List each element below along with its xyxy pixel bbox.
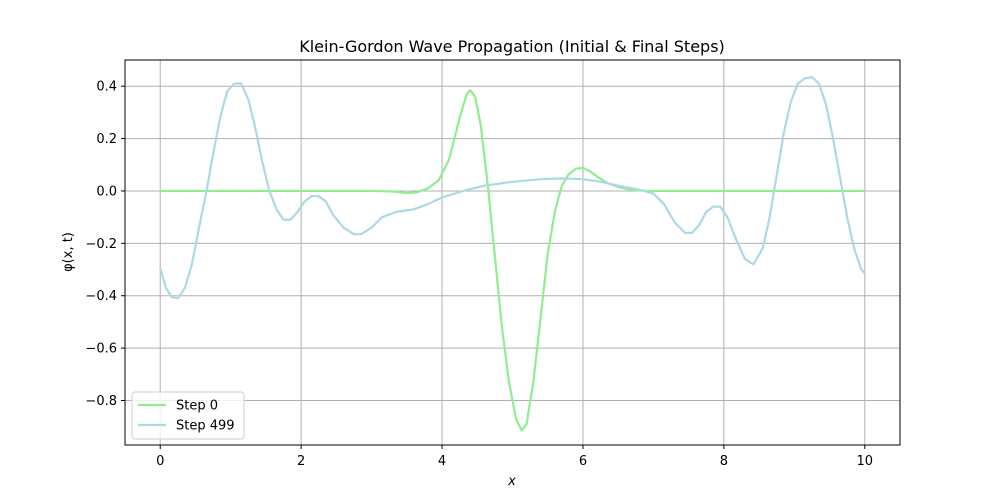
y-tick-label: −0.4: [85, 289, 117, 304]
y-ticks: −0.8 −0.6 −0.4 −0.2 0.0 0.2 0.4: [85, 80, 125, 409]
series-line-step-499: [159, 75, 866, 300]
chart-title: Klein-Gordon Wave Propagation (Initial &…: [299, 37, 725, 56]
x-tick-label: 6: [579, 454, 587, 469]
y-tick-label: −0.6: [85, 342, 117, 357]
x-tick-label: 10: [856, 454, 873, 469]
y-tick-label: 0.2: [96, 132, 117, 147]
y-tick-label: −0.8: [85, 394, 117, 409]
y-tick-label: −0.2: [85, 237, 117, 252]
legend: Step 0 Step 499: [131, 391, 245, 440]
x-tick-label: 0: [156, 454, 164, 469]
x-axis-label: x: [507, 474, 516, 489]
series-lines: [159, 75, 866, 432]
legend-label: Step 0: [176, 399, 218, 414]
y-tick-label: 0.0: [96, 184, 117, 199]
y-axis-label: φ(x, t): [61, 232, 76, 272]
series-line-step-0: [159, 89, 866, 432]
legend-box: [131, 391, 245, 440]
x-tick-label: 2: [297, 454, 305, 469]
x-ticks: 0 2 4 6 8 10: [156, 445, 873, 469]
x-tick-label: 8: [720, 454, 728, 469]
plot-frame: [124, 59, 901, 446]
legend-label: Step 499: [176, 419, 235, 434]
x-tick-label: 4: [438, 454, 446, 469]
y-tick-label: 0.4: [96, 80, 117, 95]
